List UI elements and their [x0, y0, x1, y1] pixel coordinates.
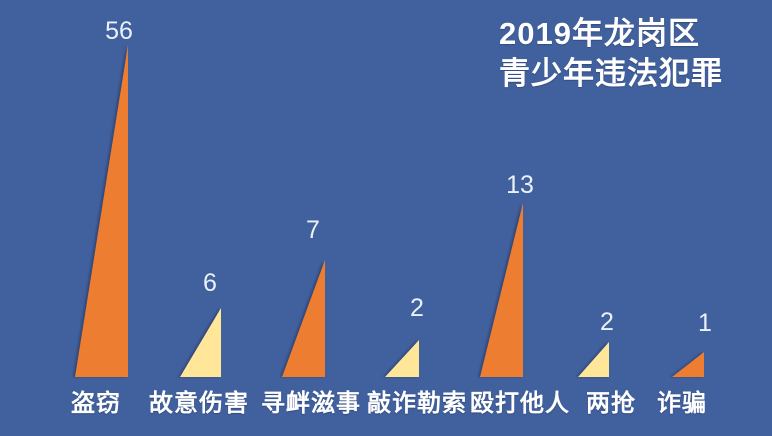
category-label-5: 两抢	[586, 390, 636, 417]
category-label-6: 诈骗	[657, 390, 707, 417]
value-label-0: 56	[105, 17, 133, 45]
value-label-1: 6	[203, 269, 217, 297]
category-label-0: 盗窃	[71, 390, 121, 417]
bar-triangle-0	[75, 45, 128, 377]
category-label-4: 殴打他人	[470, 390, 570, 417]
value-label-4: 13	[506, 171, 534, 199]
category-label-2: 寻衅滋事	[261, 390, 361, 417]
bar-triangle-6	[672, 352, 704, 377]
chart-title: 2019年龙岗区 青少年违法犯罪	[499, 14, 723, 94]
category-label-3: 敲诈勒索	[367, 390, 467, 417]
value-label-2: 7	[306, 216, 320, 244]
bar-triangle-5	[578, 342, 609, 377]
category-label-1: 故意伤害	[149, 390, 249, 417]
chart-title-line1: 2019年龙岗区	[499, 16, 700, 51]
value-label-5: 2	[600, 308, 614, 336]
chart-title-line2: 青少年违法犯罪	[499, 56, 723, 91]
bar-triangle-3	[385, 340, 419, 377]
bar-triangle-1	[180, 308, 221, 377]
value-label-6: 1	[698, 309, 712, 337]
bar-triangle-4	[480, 203, 523, 377]
bar-triangle-2	[282, 260, 325, 377]
value-label-3: 2	[410, 294, 424, 322]
